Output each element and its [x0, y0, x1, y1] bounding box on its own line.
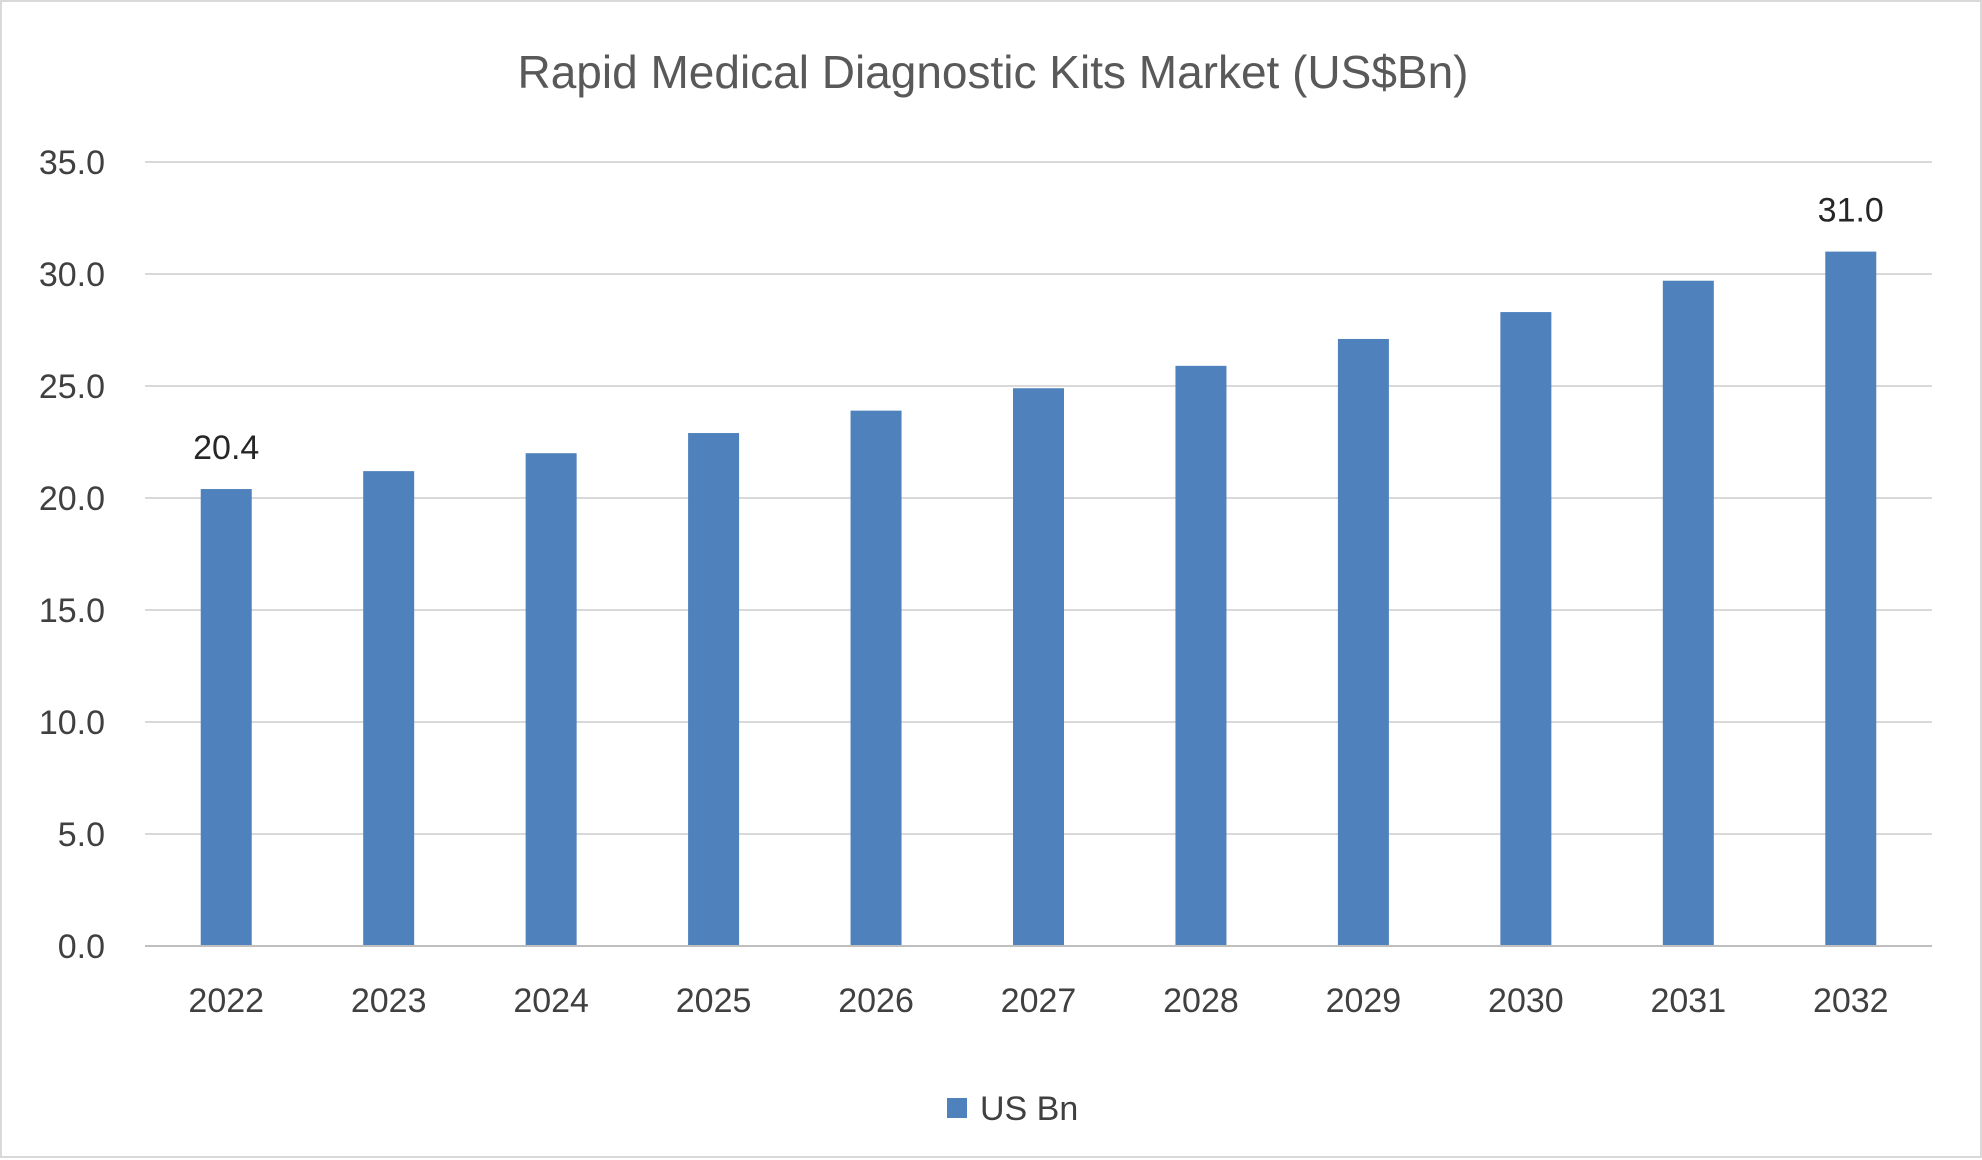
x-tick-label: 2028: [1163, 982, 1239, 1020]
x-tick-label: 2027: [1001, 982, 1077, 1020]
data-label: 31.0: [1818, 192, 1884, 230]
y-tick-label: 25.0: [39, 368, 105, 406]
bar: [1662, 280, 1714, 947]
bar: [200, 489, 252, 946]
bar: [688, 433, 740, 946]
x-tick-label: 2029: [1326, 982, 1402, 1020]
bar: [1337, 338, 1389, 947]
bar: [1825, 251, 1877, 947]
x-tick-label: 2032: [1813, 982, 1889, 1020]
data-labels: 20.4 31.0: [193, 192, 1884, 467]
data-label: 20.4: [193, 429, 259, 467]
x-axis-ticks: 2022 2023 2024 2025 2026 2027 2028 2029 2030 2031…: [188, 982, 1888, 1020]
chart-title: Rapid Medical Diagnostic Kits Market (US…: [517, 46, 1468, 98]
x-tick-label: 2023: [351, 982, 427, 1020]
bar: [363, 471, 415, 946]
x-tick-label: 2026: [838, 982, 914, 1020]
x-tick-label: 2030: [1488, 982, 1564, 1020]
bar: [850, 410, 902, 946]
x-tick-label: 2025: [676, 982, 752, 1020]
y-tick-label: 15.0: [39, 592, 105, 630]
y-axis-ticks: 0.0 5.0 10.0 15.0 20.0 25.0 30.0 35.0: [39, 144, 105, 966]
x-tick-label: 2024: [513, 982, 589, 1020]
y-tick-label: 35.0: [39, 144, 105, 182]
x-tick-label: 2022: [188, 982, 264, 1020]
bars: [200, 251, 1877, 947]
y-tick-label: 10.0: [39, 704, 105, 742]
bar: [1175, 365, 1227, 947]
y-tick-label: 5.0: [58, 816, 105, 854]
bar: [525, 453, 577, 946]
bar: [1500, 312, 1552, 947]
legend: US Bn: [947, 1090, 1078, 1128]
y-tick-label: 0.0: [58, 928, 105, 966]
bar: [1013, 388, 1064, 946]
y-tick-label: 30.0: [39, 256, 105, 294]
x-tick-label: 2031: [1650, 982, 1726, 1020]
y-tick-label: 20.0: [39, 480, 105, 518]
legend-label: US Bn: [980, 1090, 1078, 1128]
legend-swatch: [947, 1098, 967, 1118]
